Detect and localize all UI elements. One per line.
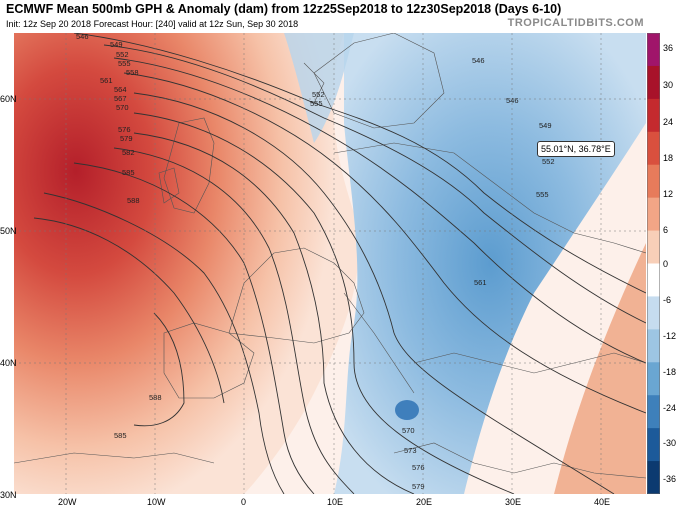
colorbar-segment <box>647 263 660 297</box>
lat-label: 50N <box>0 226 17 236</box>
contour-label: 570 <box>116 103 129 112</box>
contour-label: 555 <box>310 99 323 108</box>
chart-title: ECMWF Mean 500mb GPH & Anomaly (dam) fro… <box>6 2 562 16</box>
contour-label: 552 <box>542 157 555 166</box>
chart-subtitle: Init: 12z Sep 20 2018 Forecast Hour: [24… <box>6 19 299 29</box>
colorbar-segment <box>647 131 660 166</box>
cold-core <box>395 400 419 420</box>
warm-anomaly-east <box>554 243 646 494</box>
contour-label: 585 <box>114 431 127 440</box>
colorbar-segment <box>647 461 660 494</box>
lon-label: 0 <box>241 497 247 507</box>
contour-label: 549 <box>110 40 123 49</box>
colorbar-segment <box>647 98 660 133</box>
contour-label: 558 <box>126 68 139 77</box>
colorbar-label: 36 <box>663 43 674 53</box>
lon-label: 30E <box>505 497 522 507</box>
colorbar-label: -12 <box>663 331 677 341</box>
colorbar-segment <box>647 230 660 264</box>
colorbar-segment <box>647 33 660 67</box>
colorbar-label: -36 <box>663 474 677 484</box>
map-area[interactable]: 546 549 552 555 558 561 564 567 570 576 … <box>14 33 646 494</box>
contour-label: 555 <box>118 59 131 68</box>
cold-anomaly-north <box>284 33 354 143</box>
contour-label: 546 <box>76 33 89 41</box>
colorbar-label: 12 <box>663 189 674 199</box>
contour-label: 561 <box>474 278 487 287</box>
contour-label: 561 <box>100 76 113 85</box>
colorbar-segment <box>647 329 660 363</box>
map-svg: 546 549 552 555 558 561 564 567 570 576 … <box>14 33 646 494</box>
contour-label: 582 <box>122 148 135 157</box>
colorbar-label: 0 <box>663 259 669 269</box>
contour-label: 567 <box>114 94 127 103</box>
latlon-grid <box>14 33 646 494</box>
contour-label: 576 <box>118 125 131 134</box>
contour-label: 549 <box>539 121 552 130</box>
contour-label: 552 <box>116 50 129 59</box>
contour-label: 573 <box>404 446 417 455</box>
colorbar-label: -30 <box>663 438 677 448</box>
height-contours <box>33 33 646 494</box>
lon-label: 10W <box>147 497 166 507</box>
contour-label: 588 <box>149 393 162 402</box>
brand-logo: TROPICALTIDBITS.COM <box>507 17 644 29</box>
lon-label: 10E <box>327 497 344 507</box>
contour-labels: 546 549 552 555 558 561 564 567 570 576 … <box>76 33 555 491</box>
lat-label: 40N <box>0 358 17 368</box>
colorbar-segment <box>647 296 660 330</box>
lat-label: 30N <box>0 490 17 500</box>
contour-label: 546 <box>472 56 485 65</box>
contour-label: 576 <box>412 463 425 472</box>
lon-label: 40E <box>594 497 611 507</box>
lon-label: 20W <box>58 497 77 507</box>
contour-label: 546 <box>506 96 519 105</box>
colorbar-label: 30 <box>663 80 674 90</box>
colorbar-segment <box>647 164 660 199</box>
warm-anomaly <box>14 33 359 494</box>
colorbar-segment <box>647 197 660 232</box>
colorbar-segment <box>647 65 660 100</box>
contour-label: 579 <box>120 134 133 143</box>
contour-label: 588 <box>127 196 140 205</box>
lon-label: 20E <box>416 497 433 507</box>
contour-label: 552 <box>312 90 325 99</box>
colorbar-label: 6 <box>663 225 669 235</box>
contour-label: 570 <box>402 426 415 435</box>
colorbar-label: -18 <box>663 367 677 377</box>
colorbar-label: -6 <box>663 295 672 305</box>
colorbar-label: 24 <box>663 117 674 127</box>
colorbar-segment <box>647 428 660 462</box>
contour-label: 579 <box>412 482 425 491</box>
lat-label: 60N <box>0 94 17 104</box>
colorbar-segment <box>647 362 660 396</box>
colorbar-label: 18 <box>663 153 674 163</box>
colorbar-border <box>647 33 660 494</box>
contour-label: 555 <box>536 190 549 199</box>
colorbar-label: -24 <box>663 403 677 413</box>
contour-label: 585 <box>122 168 135 177</box>
coastlines <box>14 33 646 479</box>
anomaly-colorbar <box>647 33 660 494</box>
coordinate-tooltip: 55.01°N, 36.78°E <box>537 141 615 157</box>
contour-label: 564 <box>114 85 127 94</box>
colorbar-segment <box>647 395 660 429</box>
